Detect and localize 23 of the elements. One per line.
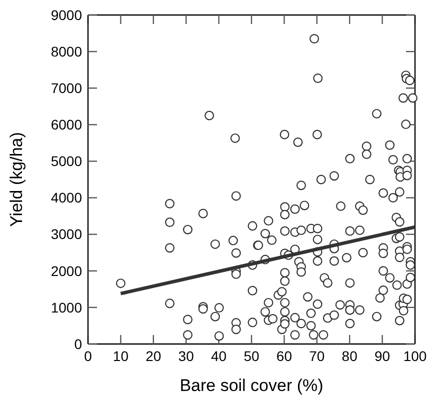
x-tick-label: 70 <box>309 348 325 364</box>
x-tick-label: 80 <box>342 348 358 364</box>
x-tick-label: 90 <box>374 348 390 364</box>
x-tick-label: 60 <box>276 348 292 364</box>
x-tick-label: 30 <box>178 348 194 364</box>
y-tick-label: 8000 <box>50 43 82 60</box>
x-axis-title: Bare soil cover (%) <box>180 376 324 395</box>
x-tick-label: 0 <box>84 348 92 364</box>
x-tick-label: 100 <box>403 348 427 364</box>
y-axis-title: Yield (kg/ha) <box>7 132 26 227</box>
x-tick-label: 10 <box>112 348 129 364</box>
y-tick-label: 7000 <box>50 80 82 96</box>
y-tick-label: 3000 <box>50 226 82 242</box>
y-tick-label: 6000 <box>50 116 82 133</box>
y-tick-label: 1000 <box>50 299 82 316</box>
x-tick-label: 40 <box>211 348 227 364</box>
y-tick-label: 0 <box>74 336 82 352</box>
x-tick-label: 50 <box>244 348 260 364</box>
y-tick-label: 9000 <box>50 6 82 23</box>
y-tick-label: 4000 <box>50 190 82 206</box>
y-tick-label: 5000 <box>50 153 82 170</box>
x-tick-label: 20 <box>146 348 162 364</box>
y-tick-label: 2000 <box>50 262 82 279</box>
